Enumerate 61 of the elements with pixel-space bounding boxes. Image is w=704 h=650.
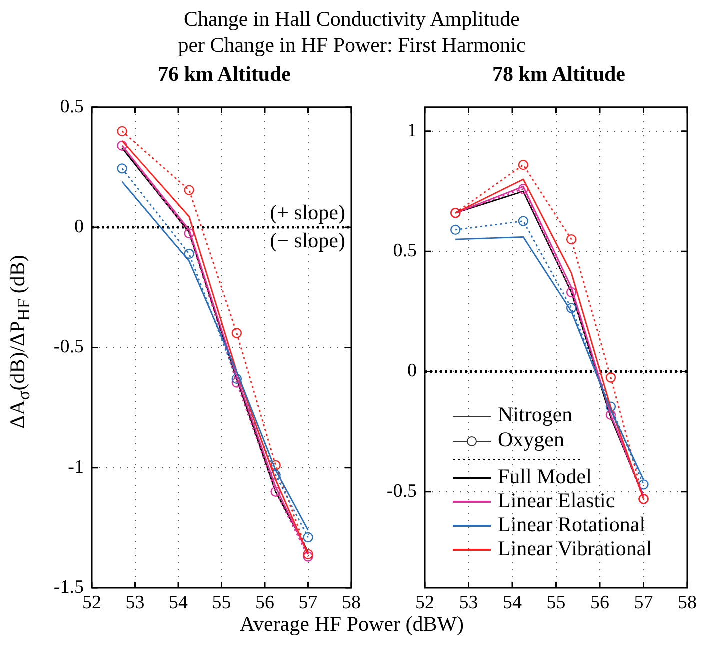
point xyxy=(518,216,529,226)
point xyxy=(232,378,242,388)
point xyxy=(518,160,529,170)
x-tick-label: 55 xyxy=(212,592,232,614)
y-tick-label: -0.5 xyxy=(54,336,84,358)
point xyxy=(566,234,577,245)
point xyxy=(232,328,242,338)
y-tick-label: -0.5 xyxy=(386,480,417,502)
point xyxy=(117,140,128,151)
x-tick-label: 58 xyxy=(678,592,697,614)
x-tick-label: 54 xyxy=(169,592,188,614)
point xyxy=(566,303,577,314)
point xyxy=(518,184,529,194)
y-tick-label: -1 xyxy=(68,456,84,478)
x-axis-title: Average HF Power (dBW) xyxy=(238,612,466,637)
chart-subtitle: Change in Hall Conductivity Amplitude per Change in HF Power: First Harmonic xyxy=(177,6,527,58)
point xyxy=(606,402,616,412)
point xyxy=(606,410,616,420)
chart-title: 76 km Altitude xyxy=(156,62,292,87)
legend-label: Linear Vibrational xyxy=(498,536,652,561)
point xyxy=(566,287,577,298)
x-tick-label: 58 xyxy=(342,592,361,614)
x-tick-label: 54 xyxy=(503,592,522,614)
annotation: (− slope) xyxy=(270,228,346,253)
x-tick-label: 55 xyxy=(546,592,566,614)
point xyxy=(450,224,461,236)
annotation: Oxygen xyxy=(498,428,565,452)
x-tick-label: 53 xyxy=(459,592,478,614)
y-tick-label: 0.5 xyxy=(60,96,84,118)
point xyxy=(117,164,128,174)
y-tick-label: 0 xyxy=(408,360,417,382)
x-tick-label: 53 xyxy=(126,592,145,614)
point xyxy=(270,486,281,497)
point xyxy=(117,126,128,137)
chart-title: 78 km Altitude xyxy=(491,62,626,87)
y-tick-label: -1.5 xyxy=(54,576,84,598)
legend-label: Linear Rotational xyxy=(498,512,646,537)
point xyxy=(303,552,314,562)
x-tick-label: 57 xyxy=(634,592,654,614)
annotation: Nitrogen xyxy=(498,402,574,427)
y-tick-label: 0 xyxy=(74,216,84,238)
y-tick-label: 0.5 xyxy=(393,240,417,262)
x-tick-label: 52 xyxy=(82,592,102,614)
x-tick-label: 56 xyxy=(256,592,274,614)
point xyxy=(184,248,194,260)
point xyxy=(270,460,281,471)
point xyxy=(184,228,194,239)
point xyxy=(232,374,242,384)
y-tick-label: 1 xyxy=(408,120,417,142)
x-tick-label: 56 xyxy=(590,592,610,614)
point xyxy=(184,185,194,196)
point xyxy=(638,480,649,490)
x-tick-label: 52 xyxy=(416,592,434,614)
point xyxy=(303,549,314,560)
point xyxy=(303,532,314,543)
point xyxy=(270,470,281,480)
annotation: (+ slope) xyxy=(270,200,346,225)
legend-label: Full Model xyxy=(498,464,592,489)
point xyxy=(606,372,616,383)
legend-label: Linear Elastic xyxy=(498,488,616,513)
x-tick-label: 57 xyxy=(298,592,318,614)
